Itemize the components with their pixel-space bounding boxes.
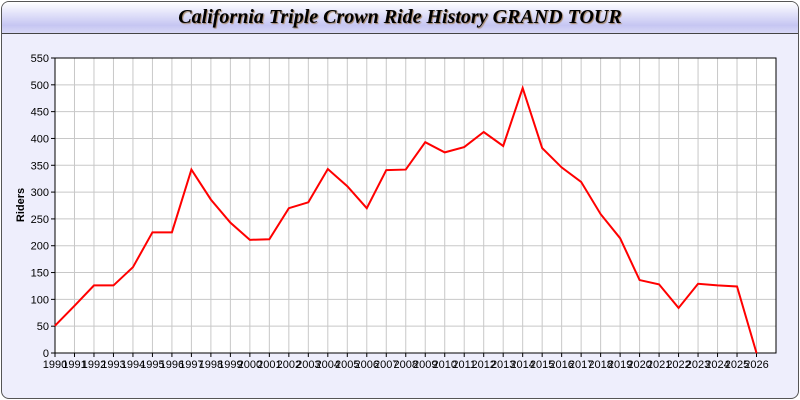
data-point: [756, 352, 758, 354]
data-point: [502, 145, 504, 147]
x-tick-label: 2006: [355, 359, 379, 371]
data-point: [561, 166, 563, 168]
data-point: [717, 284, 719, 286]
x-tick-label: 2000: [238, 359, 262, 371]
y-tick-label: 450: [31, 107, 49, 119]
x-tick-label: 1999: [218, 359, 242, 371]
data-point: [171, 231, 173, 233]
x-tick-label: 1992: [82, 359, 106, 371]
x-tick-label: 2001: [257, 359, 281, 371]
title-bar: California Triple Crown Ride History GRA…: [2, 2, 798, 34]
data-point: [600, 213, 602, 215]
x-tick-label: 2011: [452, 359, 476, 371]
x-tick-label: 2008: [394, 359, 418, 371]
data-point: [405, 169, 407, 171]
data-point: [658, 283, 660, 285]
data-point: [93, 284, 95, 286]
x-tick-label: 1990: [43, 359, 67, 371]
x-tick-label: 2003: [296, 359, 320, 371]
x-tick-label: 2024: [705, 359, 729, 371]
x-tick-label: 2014: [510, 359, 534, 371]
data-point: [639, 279, 641, 281]
data-point: [463, 146, 465, 148]
x-tick-label: 2018: [588, 359, 612, 371]
x-tick-label: 1997: [179, 359, 203, 371]
x-tick-label: 2021: [647, 359, 671, 371]
x-tick-label: 2017: [569, 359, 593, 371]
data-point: [736, 285, 738, 287]
x-tick-label: 2019: [608, 359, 632, 371]
data-point: [307, 201, 309, 203]
x-tick-label: 1994: [121, 359, 145, 371]
y-tick-label: 300: [31, 187, 49, 199]
y-tick-label: 500: [31, 80, 49, 92]
data-point: [444, 151, 446, 153]
data-point: [210, 199, 212, 201]
x-tick-label: 2016: [549, 359, 573, 371]
data-point: [268, 238, 270, 240]
y-tick-label: 50: [37, 321, 49, 333]
x-tick-label: 1995: [140, 359, 164, 371]
x-tick-label: 1991: [62, 359, 86, 371]
data-point: [366, 207, 368, 209]
y-tick-label: 350: [31, 160, 49, 172]
y-tick-label: 400: [31, 133, 49, 145]
data-point: [697, 283, 699, 285]
data-point: [249, 239, 251, 241]
y-tick-label: 200: [31, 241, 49, 253]
data-point: [73, 305, 75, 307]
data-point: [132, 266, 134, 268]
data-point: [54, 325, 56, 327]
x-tick-label: 2020: [627, 359, 651, 371]
x-tick-label: 2015: [530, 359, 554, 371]
x-tick-label: 2012: [471, 359, 495, 371]
data-point: [190, 169, 192, 171]
y-tick-label: 150: [31, 268, 49, 280]
x-tick-label: 1998: [199, 359, 223, 371]
x-tick-label: 1993: [101, 359, 125, 371]
x-tick-label: 2023: [686, 359, 710, 371]
data-point: [541, 147, 543, 149]
x-tick-label: 2022: [666, 359, 690, 371]
x-tick-label: 2010: [432, 359, 456, 371]
x-tick-label: 2002: [277, 359, 301, 371]
y-axis-label: Riders: [15, 188, 27, 222]
data-point: [522, 87, 524, 89]
x-tick-label: 2004: [316, 359, 340, 371]
y-tick-label: 250: [31, 214, 49, 226]
x-tick-label: 2009: [413, 359, 437, 371]
data-point: [424, 141, 426, 143]
x-tick-label: 2007: [374, 359, 398, 371]
data-point: [619, 237, 621, 239]
plot-border: [54, 57, 777, 354]
data-point: [288, 207, 290, 209]
data-point: [112, 284, 114, 286]
data-point: [483, 131, 485, 133]
data-point: [229, 222, 231, 224]
chart-title: California Triple Crown Ride History GRA…: [178, 6, 622, 28]
data-point: [151, 231, 153, 233]
x-tick-label: 2013: [491, 359, 515, 371]
data-point: [385, 169, 387, 171]
plot-area: [55, 58, 776, 353]
x-tick-label: 2026: [744, 359, 768, 371]
data-point: [678, 307, 680, 309]
x-tick-label: 2025: [725, 359, 749, 371]
y-tick-label: 550: [31, 53, 49, 65]
data-point: [346, 185, 348, 187]
data-point: [580, 181, 582, 183]
y-tick-label: 0: [43, 348, 49, 360]
y-tick-label: 100: [31, 294, 49, 306]
x-tick-label: 1996: [160, 359, 184, 371]
data-point: [327, 168, 329, 170]
x-tick-label: 2005: [335, 359, 359, 371]
